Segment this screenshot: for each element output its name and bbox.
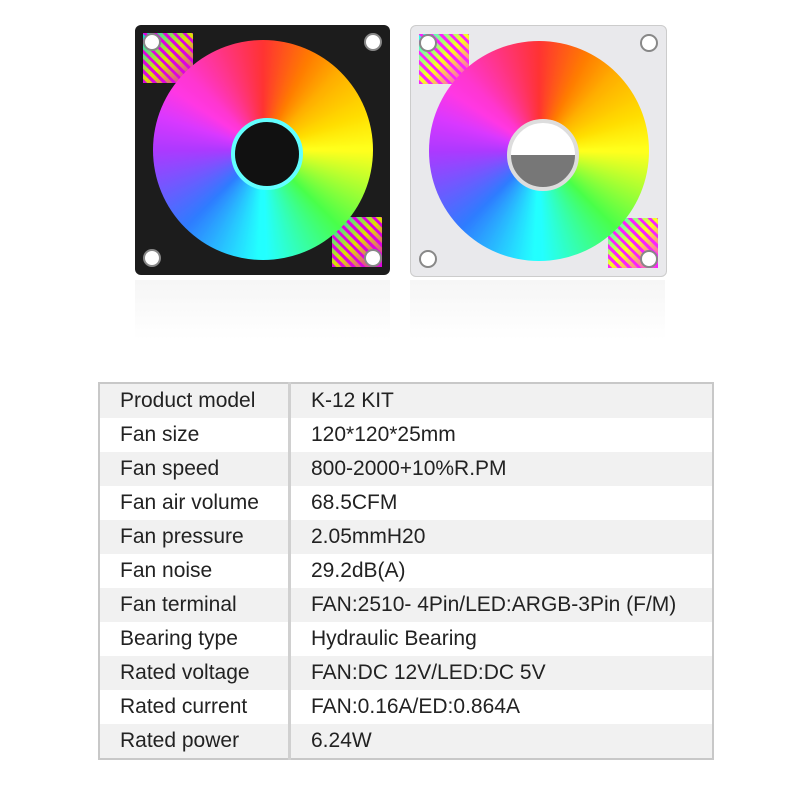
spec-value: 68.5CFM [311, 491, 398, 514]
spec-row: Fan size 120*120*25mm [99, 418, 713, 452]
spec-value: 120*120*25mm [311, 423, 456, 446]
black-fan-image [135, 25, 390, 275]
white-fan-image [410, 25, 667, 277]
spec-value: 800-2000+10%R.PM [289, 452, 713, 486]
screw-hole [143, 249, 161, 267]
spec-value: 6.24W [289, 724, 713, 759]
spec-label: Rated current [99, 690, 291, 724]
screw-hole [364, 33, 382, 51]
spec-row: Fan noise 29.2dB(A) [99, 554, 713, 588]
spec-label: Bearing type [99, 622, 291, 656]
spec-value: FAN:2510- 4Pin/LED:ARGB-3Pin (F/M) [289, 588, 713, 622]
spec-row: Bearing type Hydraulic Bearing [99, 622, 713, 656]
spec-value: FAN:DC 12V/LED:DC 5V [289, 656, 713, 690]
spec-value: 2.05mmH20 [289, 520, 713, 554]
spec-label: Rated voltage [99, 656, 291, 690]
spec-row: Fan speed 800-2000+10%R.PM [99, 452, 713, 486]
spec-label: Fan speed [99, 452, 291, 486]
spec-row: Fan terminal FAN:2510- 4Pin/LED:ARGB-3Pin… [99, 588, 713, 622]
spec-label: Rated power [99, 724, 291, 759]
spec-label: Fan size [99, 418, 291, 452]
spec-row: Rated power 6.24W [99, 724, 713, 759]
spec-label: Fan pressure [99, 520, 291, 554]
screw-hole [640, 34, 658, 52]
spec-value: K-12 KIT [289, 383, 713, 418]
spec-row: Rated voltage FAN:DC 12V/LED:DC 5V [99, 656, 713, 690]
screw-hole [419, 250, 437, 268]
fan-hub [507, 119, 579, 191]
screw-hole [364, 249, 382, 267]
fan-reflection [135, 280, 390, 340]
spec-value: Hydraulic Bearing [311, 627, 477, 650]
fan-reflection [410, 280, 665, 340]
spec-label: Product model [99, 383, 291, 418]
spec-row: Product model K-12 KIT [99, 383, 713, 418]
spec-label: Fan air volume [99, 486, 291, 520]
spec-row: Rated current FAN:0.16A/ED:0.864A [99, 690, 713, 724]
screw-hole [143, 33, 161, 51]
spec-label: Fan noise [99, 554, 291, 588]
spec-row: Fan air volume 68.5CFM [99, 486, 713, 520]
spec-value: 29.2dB(A) [311, 559, 406, 582]
rgb-fan-blades [429, 41, 649, 261]
spec-table: Product model K-12 KIT Fan size 120*120*25m… [98, 382, 714, 760]
screw-hole [419, 34, 437, 52]
spec-label: Fan terminal [99, 588, 291, 622]
screw-hole [640, 250, 658, 268]
fan-hub [231, 118, 303, 190]
rgb-fan-blades [153, 40, 373, 260]
spec-value: FAN:0.16A/ED:0.864A [311, 695, 520, 718]
spec-row: Fan pressure 2.05mmH20 [99, 520, 713, 554]
